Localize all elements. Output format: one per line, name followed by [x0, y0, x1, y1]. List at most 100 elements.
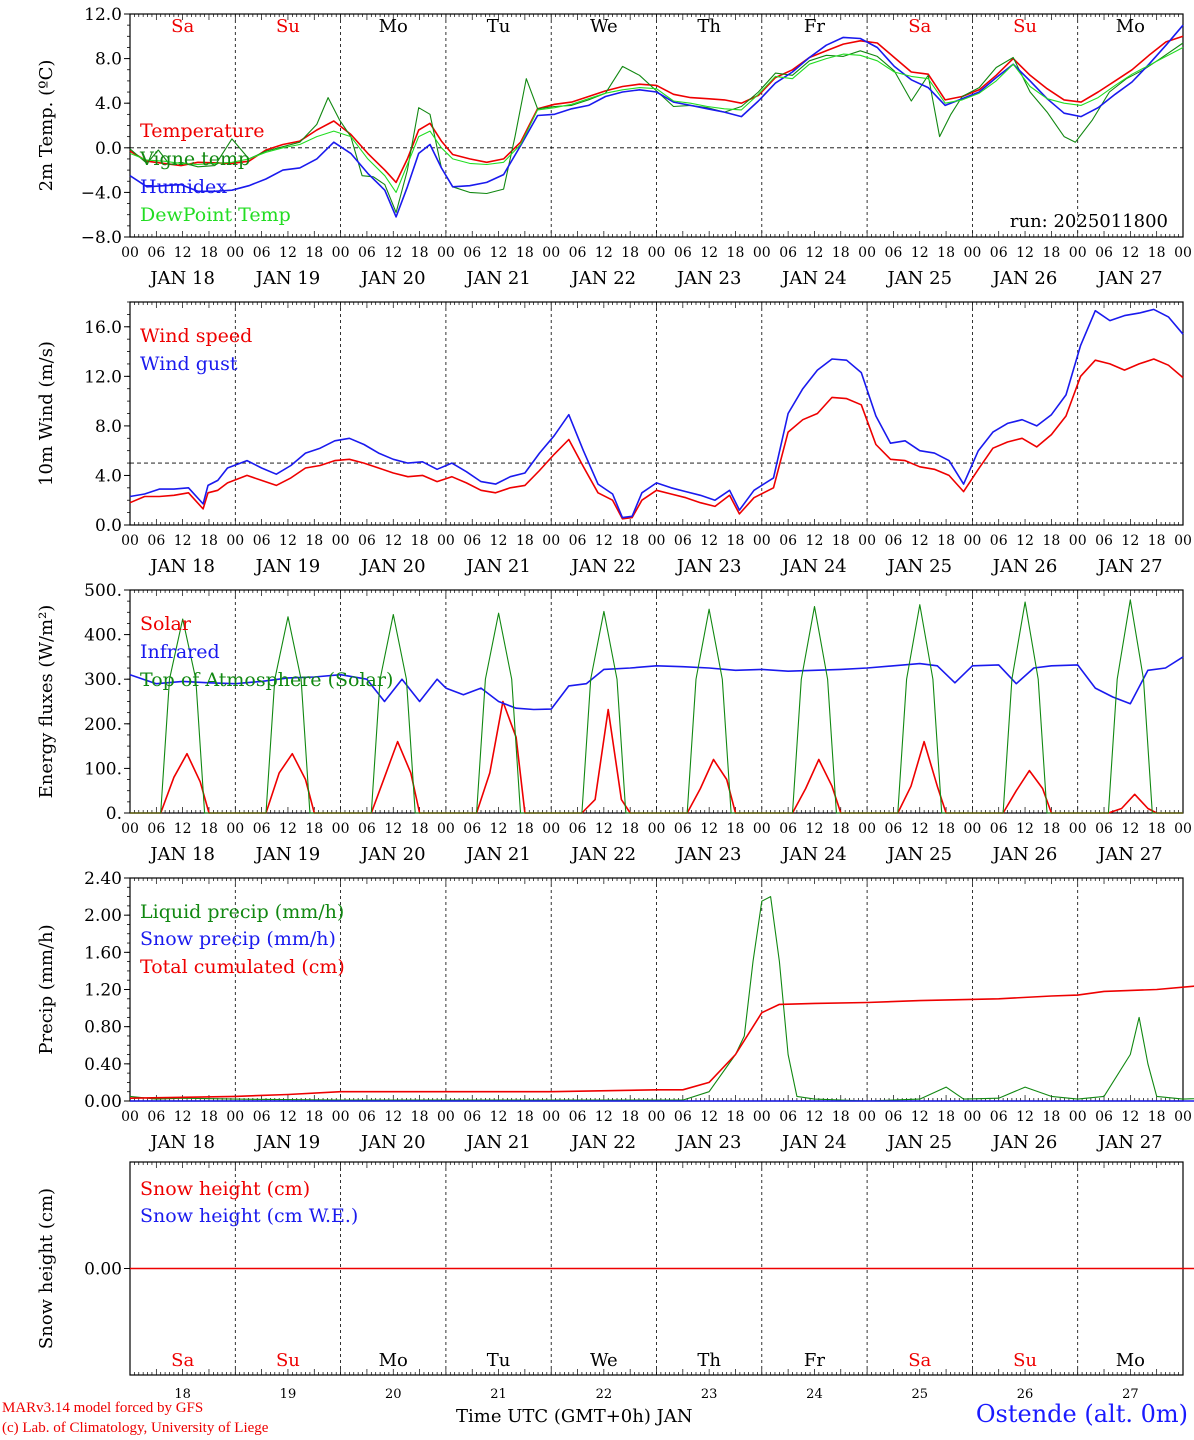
weekday-label: Su	[1013, 1350, 1037, 1371]
day-number-label: 26	[1017, 1387, 1034, 1402]
hour-tick-label: 12	[1121, 821, 1139, 837]
hour-tick-label: 18	[305, 245, 323, 261]
hour-tick-label: 18	[200, 245, 218, 261]
y-axis-label: Precip (mm/h)	[36, 924, 57, 1054]
y-axis-label: Energy fluxes (W/m²)	[36, 605, 57, 799]
hour-tick-label: 00	[963, 245, 981, 261]
hour-tick-label: 18	[411, 1109, 429, 1125]
hour-tick-label: 06	[569, 533, 587, 549]
weekday-label: Sa	[171, 16, 194, 37]
hour-tick-label: 18	[516, 533, 534, 549]
hour-tick-label: 18	[1042, 1109, 1060, 1125]
day-number-label: 24	[806, 1387, 823, 1402]
hour-tick-label: 12	[806, 1109, 824, 1125]
hour-tick-label: 06	[674, 821, 692, 837]
hour-tick-label: 06	[990, 245, 1008, 261]
hour-tick-label: 12	[1016, 821, 1034, 837]
y-tick-label: 200.	[84, 715, 122, 735]
hour-tick-label: 18	[1042, 821, 1060, 837]
hour-tick-label: 18	[621, 245, 639, 261]
hour-tick-label: 00	[1174, 1109, 1192, 1125]
hour-tick-label: 06	[147, 821, 165, 837]
hour-tick-label: 18	[1148, 533, 1166, 549]
hour-tick-label: 06	[253, 245, 271, 261]
y-axis-label: 2m Temp. (ºC)	[36, 60, 57, 192]
hour-tick-label: 00	[226, 245, 244, 261]
hour-tick-label: 12	[384, 1109, 402, 1125]
y-axis-label: Snow height (cm)	[36, 1188, 57, 1349]
y-tick-label: 300.	[84, 670, 122, 690]
hour-tick-label: 18	[937, 533, 955, 549]
hour-tick-label: 00	[437, 1109, 455, 1125]
weekday-label: Su	[276, 1350, 300, 1371]
hour-tick-label: 06	[779, 1109, 797, 1125]
date-label: JAN 21	[464, 844, 531, 865]
wind-panel: 16.0 12.0 8.0 4.0 0.0 10m Wind (m/s) Wind spee…	[36, 301, 1192, 577]
hour-tick-label: 18	[621, 821, 639, 837]
hour-tick-label: 00	[437, 245, 455, 261]
legend-entry: Wind gust	[140, 353, 238, 375]
y-tick-label: 0.	[106, 804, 122, 824]
hour-tick-label: 06	[569, 1109, 587, 1125]
hour-tick-label: 12	[490, 533, 508, 549]
hour-tick-label: 18	[727, 533, 745, 549]
y-tick-label: 1.20	[84, 981, 122, 1001]
hour-tick-label: 06	[569, 245, 587, 261]
legend-entry: Temperature	[140, 120, 264, 142]
y-tick-label: 400.	[84, 626, 122, 646]
hour-tick-label: 12	[806, 821, 824, 837]
hour-tick-label: 12	[700, 245, 718, 261]
hour-tick-label: 18	[305, 1109, 323, 1125]
day-number-label: 20	[385, 1387, 402, 1402]
hour-tick-label: 12	[700, 821, 718, 837]
date-label: JAN 23	[675, 1132, 742, 1153]
hour-tick-label: 18	[516, 245, 534, 261]
hour-tick-label: 06	[674, 533, 692, 549]
series-line-wind-gust	[129, 308, 1184, 519]
y-tick-label: 4.0	[95, 94, 122, 114]
y-tick-label: 100.	[84, 759, 122, 779]
hour-tick-label: 00	[1174, 821, 1192, 837]
hour-tick-label: 00	[1069, 533, 1087, 549]
hour-tick-label: 12	[279, 245, 297, 261]
hour-tick-label: 06	[779, 533, 797, 549]
date-label: JAN 25	[885, 556, 952, 577]
hour-tick-label: 18	[411, 533, 429, 549]
weekday-label: Sa	[908, 1350, 931, 1371]
hour-tick-label: 12	[174, 245, 192, 261]
hour-tick-label: 06	[463, 821, 481, 837]
date-label: JAN 18	[148, 844, 215, 865]
y-tick-label: 0.0	[95, 516, 122, 536]
copyright-credit: (c) Lab. of Climatology, University of L…	[2, 1420, 269, 1436]
date-label: JAN 21	[464, 556, 531, 577]
y-tick-label: 0.00	[84, 1260, 122, 1280]
hour-tick-label: 12	[1016, 1109, 1034, 1125]
hour-tick-label: 06	[885, 821, 903, 837]
hour-tick-label: 00	[858, 533, 876, 549]
hour-tick-label: 06	[463, 245, 481, 261]
legend-entry: Snow height (cm W.E.)	[140, 1205, 358, 1227]
hour-tick-label: 00	[648, 245, 666, 261]
date-label: JAN 26	[991, 556, 1058, 577]
date-label: JAN 25	[885, 268, 952, 289]
date-label: JAN 20	[359, 844, 426, 865]
day-number-label: 19	[280, 1387, 297, 1402]
y-tick-label: 0.40	[84, 1055, 122, 1075]
hour-tick-label: 00	[753, 533, 771, 549]
hour-tick-label: 18	[200, 821, 218, 837]
series-line-wind-speed	[129, 358, 1184, 520]
hour-tick-label: 12	[490, 245, 508, 261]
y-tick-label: −8.0	[81, 228, 122, 248]
hour-tick-label: 00	[858, 821, 876, 837]
hour-tick-label: 06	[358, 533, 376, 549]
date-label: JAN 25	[885, 844, 952, 865]
weekday-label: Mo	[379, 16, 408, 37]
hour-tick-label: 18	[516, 821, 534, 837]
hour-tick-label: 18	[200, 533, 218, 549]
hour-tick-label: 18	[832, 245, 850, 261]
hour-tick-label: 18	[1042, 245, 1060, 261]
date-label: JAN 26	[991, 844, 1058, 865]
date-label: JAN 20	[359, 1132, 426, 1153]
hour-tick-label: 06	[990, 533, 1008, 549]
weekday-label: Mo	[1116, 1350, 1145, 1371]
